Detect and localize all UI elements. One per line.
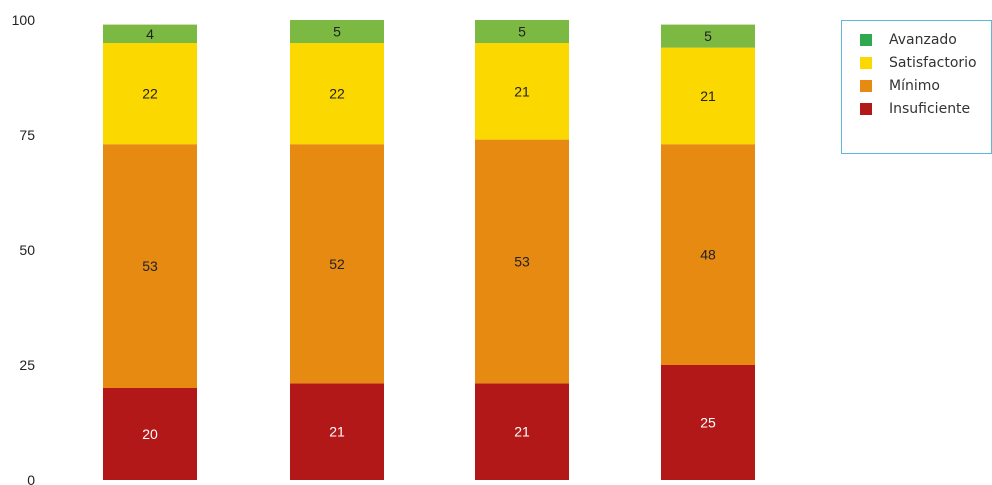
data-label-insuficiente-1: 20	[142, 426, 158, 442]
data-label-minimo-4: 48	[700, 247, 716, 263]
bar-segment-insuficiente-3	[475, 383, 569, 480]
data-label-satisfactorio-3: 21	[514, 83, 530, 99]
legend-label-satisfactorio: Satisfactorio	[889, 55, 977, 71]
bar-segment-satisfactorio-2	[290, 43, 384, 145]
data-label-insuficiente-2: 21	[329, 424, 345, 440]
bar-segment-minimo-1	[103, 144, 197, 388]
bar-segment-avanzado-3	[475, 20, 569, 43]
legend-label-insuficiente: Insuficiente	[889, 101, 971, 117]
bars: 20 21 21 25 53 52 53 48 22 22 21 21 4 5 5 5	[103, 20, 755, 480]
data-label-minimo-2: 52	[329, 256, 345, 272]
y-tick-label-75: 75	[19, 127, 35, 143]
legend-label-avanzado: Avanzado	[889, 32, 957, 48]
legend-label-minimo: Mínimo	[889, 78, 940, 94]
bar-segment-satisfactorio-1	[103, 43, 197, 145]
data-label-avanzado-4: 5	[704, 28, 712, 44]
y-tick-label-100: 100	[12, 12, 36, 28]
legend: Avanzado Satisfactorio Mínimo Insuficien…	[841, 20, 992, 154]
data-label-insuficiente-4: 25	[700, 415, 716, 431]
y-tick-label-0: 0	[27, 472, 35, 485]
bar-segment-minimo-4	[661, 144, 755, 365]
bar-segment-avanzado-1	[103, 24, 197, 43]
y-tick-label-25: 25	[19, 357, 35, 373]
data-label-satisfactorio-2: 22	[329, 86, 345, 102]
legend-item-avanzado: Avanzado	[860, 30, 991, 50]
legend-swatch-minimo	[860, 80, 872, 92]
legend-item-minimo: Mínimo	[860, 76, 991, 96]
legend-item-satisfactorio: Satisfactorio	[860, 53, 991, 73]
bar-segment-minimo-2	[290, 144, 384, 384]
bar-segment-insuficiente-4	[661, 365, 755, 480]
bar-segment-insuficiente-2	[290, 383, 384, 480]
bar-segment-minimo-3	[475, 139, 569, 384]
data-label-satisfactorio-4: 21	[700, 88, 716, 104]
data-label-insuficiente-3: 21	[514, 424, 530, 440]
data-label-avanzado-2: 5	[333, 24, 341, 40]
data-label-avanzado-1: 4	[146, 26, 154, 42]
data-label-minimo-3: 53	[514, 254, 530, 270]
legend-swatch-insuficiente	[860, 103, 872, 115]
legend-swatch-satisfactorio	[860, 57, 872, 69]
y-tick-label-50: 50	[19, 242, 35, 258]
data-label-minimo-1: 53	[142, 258, 158, 274]
bar-segment-satisfactorio-3	[475, 43, 569, 140]
legend-item-insuficiente: Insuficiente	[860, 99, 991, 119]
data-label-satisfactorio-1: 22	[142, 86, 158, 102]
bar-segment-satisfactorio-4	[661, 47, 755, 145]
bar-segment-avanzado-2	[290, 20, 384, 43]
bar-segment-avanzado-4	[661, 24, 755, 48]
legend-swatch-avanzado	[860, 34, 872, 46]
y-axis: 0 25 50 75 100	[12, 12, 36, 485]
bar-segment-insuficiente-1	[103, 388, 197, 480]
data-label-avanzado-3: 5	[518, 24, 526, 40]
